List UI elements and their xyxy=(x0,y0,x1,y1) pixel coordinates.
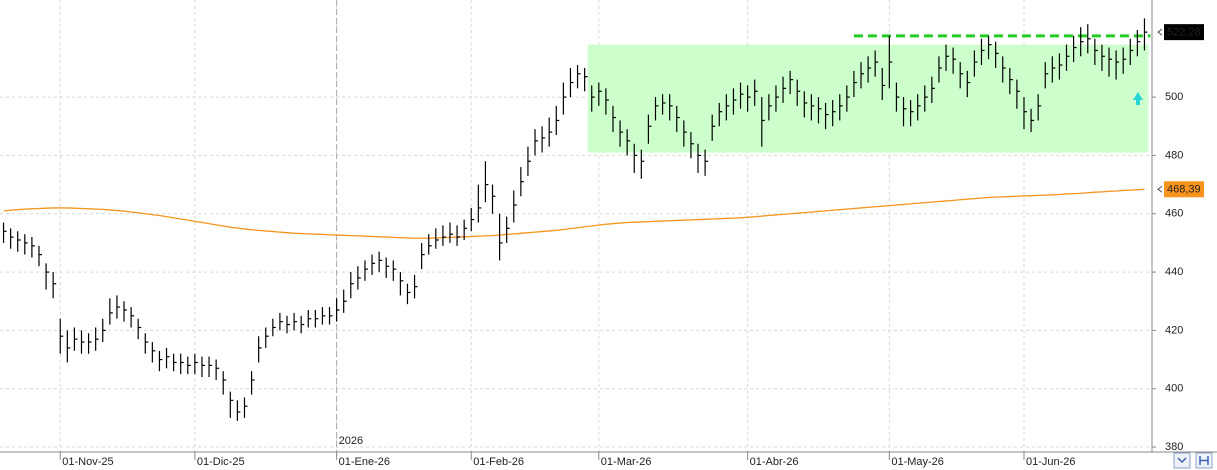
y-tick-label: 500 xyxy=(1165,91,1183,103)
price-tag-label: 468,39 xyxy=(1167,184,1201,196)
year-label: 2026 xyxy=(339,435,363,447)
moving-average-line xyxy=(3,188,1145,239)
x-tick-label: 01-Jun-26 xyxy=(1026,456,1076,468)
x-tick-label: 01-Mar-26 xyxy=(601,456,652,468)
zoom-button[interactable] xyxy=(1173,452,1191,469)
y-tick-label: 440 xyxy=(1165,266,1183,278)
pan-icon xyxy=(1199,456,1209,465)
x-tick-label: 01-May-26 xyxy=(891,456,944,468)
x-tick-label: 01-Dic-25 xyxy=(197,456,245,468)
price-tag-label: 522,28 xyxy=(1167,27,1201,39)
price-tag-pointer xyxy=(1157,185,1163,193)
zoom-icon xyxy=(1177,457,1187,464)
price-tag xyxy=(1164,181,1204,198)
x-tick-label: 01-Nov-25 xyxy=(62,456,113,468)
y-tick-label: 420 xyxy=(1165,324,1183,336)
y-tick-label: 400 xyxy=(1165,383,1183,395)
x-tick-label: 01-Feb-26 xyxy=(473,456,524,468)
y-tick-label: 460 xyxy=(1165,208,1183,220)
price-tag xyxy=(1164,24,1204,41)
arrow-icon xyxy=(1133,92,1143,100)
moving-average-layer xyxy=(3,188,1145,239)
price-tag-pointer xyxy=(1157,28,1163,36)
y-tick-label: 380 xyxy=(1165,441,1183,453)
bars-layer xyxy=(2,18,1148,421)
x-tick-label: 01-Abr-26 xyxy=(750,456,799,468)
y-tick-label: 480 xyxy=(1165,149,1183,161)
arrow-icon-stem xyxy=(1136,99,1140,105)
x-tick-label: 01-Ene-26 xyxy=(339,456,390,468)
